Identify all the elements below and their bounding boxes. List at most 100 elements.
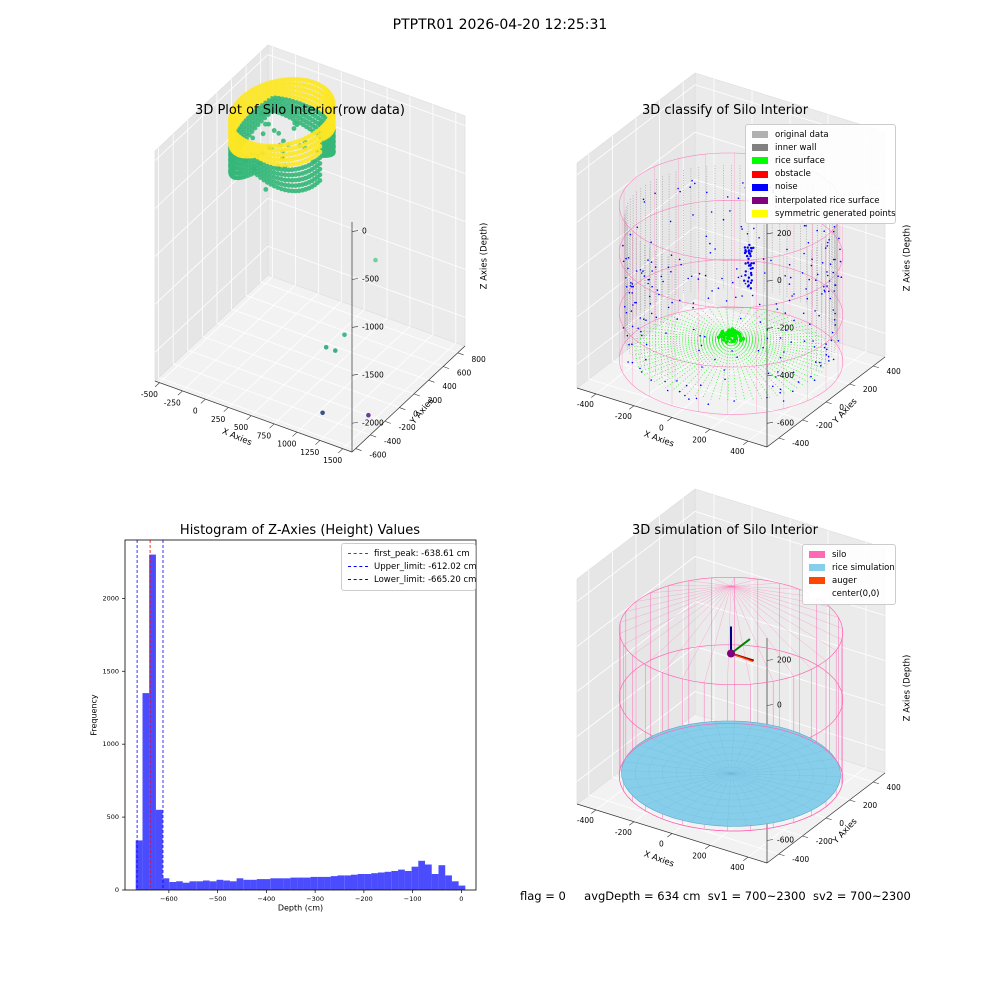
noise-point [803,252,805,255]
data-point [279,142,284,148]
noise-point [701,366,703,368]
data-point [280,96,285,102]
legend-swatch [809,564,825,572]
noise-point [833,226,836,228]
noise-point [630,310,633,312]
noise-point [628,291,631,294]
y-axis-label: Y Axies [831,396,860,426]
histogram-bar [418,860,426,890]
legend-label: rice simulation [832,562,895,573]
rice-surface-ray [730,339,737,401]
x-tick-mark [591,393,597,398]
y-tick-label: -400 [792,855,809,864]
data-point [286,157,292,162]
noise-point [792,390,794,393]
data-point [282,162,288,168]
x-tick-mark [338,448,344,454]
data-point [263,187,269,192]
noise-point [631,343,633,346]
noise-point [762,346,764,349]
noise-point [803,340,806,343]
x-tick-mark [743,856,749,861]
legend-entry: rice surface [752,154,889,167]
x-tick-label: −400 [257,895,275,903]
silo-roof-line [730,577,735,587]
outlier-point [342,332,347,338]
noise-point [641,334,643,337]
y-tick-mark [355,448,362,451]
data-point [287,114,292,120]
data-point [248,161,254,167]
rice-mesh-spoke [623,761,732,774]
noise-point [779,388,782,391]
outlier-point [373,257,378,263]
rice-surface-ray [730,339,793,392]
noise-point [791,295,793,297]
status-flag: flag = 0 [520,889,566,903]
data-point [286,146,292,152]
status-line: flag = 0 avgDepth = 634 cm sv1 = 700~230… [520,889,911,903]
noise-point [823,285,825,288]
rice-surface-point [738,338,743,343]
noise-point [832,258,835,261]
noise-point [736,356,738,359]
histogram-bar [425,864,432,890]
noise-point [744,249,747,252]
noise-point [826,285,828,287]
histogram-bar [149,554,156,890]
histogram-bar [438,865,446,890]
y-tick-mark [825,401,832,405]
noise-point [650,379,652,381]
noise-point [639,317,642,319]
rice-mesh-spoke [730,773,825,803]
noise-point [824,247,827,249]
gridline-x [228,71,342,408]
noise-point [740,275,743,278]
y-tick-mark [778,437,785,441]
plot-frame [124,539,477,891]
rice-surface-ray [636,338,732,340]
y-tick-label: 500 [107,813,119,821]
x-tick-label: 0 [459,895,463,903]
z-tick-label: -1000 [362,322,384,331]
y-axis-label: Frequency [90,694,99,736]
noise-point [762,258,765,260]
noise-point [651,270,653,272]
y-tick-mark [457,352,464,356]
silo-roof-line [662,585,732,673]
rice-surface-ray [730,335,822,340]
noise-point [747,249,751,252]
noise-point [631,285,633,288]
z-axis-label: Z Axies (Depth) [480,223,490,290]
data-point [268,143,274,149]
noise-point [725,300,728,302]
noise-point [635,270,638,272]
noise-point [823,230,825,232]
noise-point [709,242,711,245]
rice-surface-ray [644,338,732,376]
data-point [279,176,284,182]
outlier-point [323,345,329,350]
noise-point [651,285,653,288]
legend-swatch [809,590,825,598]
rice-mesh-spoke [730,773,841,777]
noise-point [751,294,754,297]
rice-surface-ray [692,309,732,340]
rice-surface-point [724,340,729,344]
legend-label: obstacle [775,169,811,180]
rice-surface-point [732,339,736,344]
noise-point [767,372,770,375]
y-tick-mark [370,434,377,438]
rice-surface-ray [730,328,814,340]
noise-point [694,182,696,185]
data-point [275,152,281,158]
silo-roof-line [730,585,827,661]
y-tick-label: -200 [399,423,416,432]
silo-roof-line [730,585,800,590]
data-point [290,76,296,82]
noise-point [689,186,691,188]
noise-point [690,275,693,278]
data-point [279,147,284,153]
noise-point [834,324,837,326]
noise-point [747,257,750,260]
